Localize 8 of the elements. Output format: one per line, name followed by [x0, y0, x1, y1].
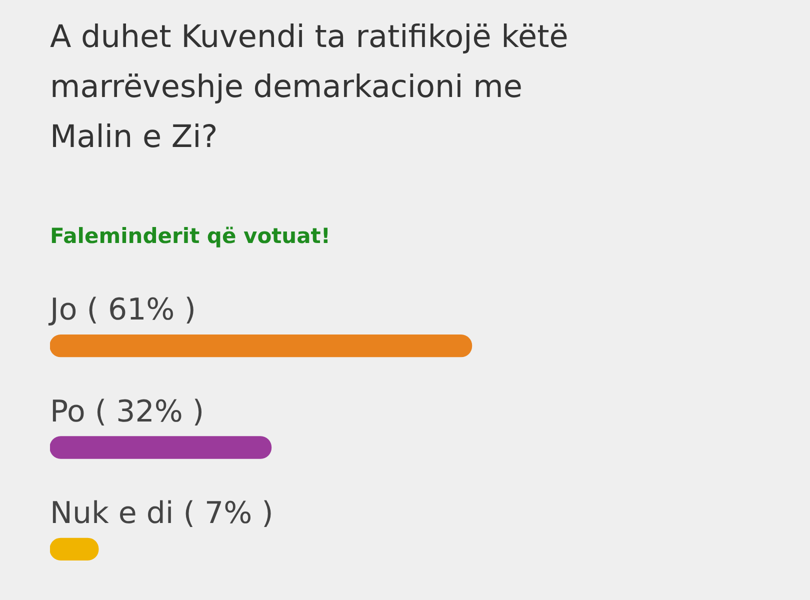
y-tick-label: Po — [50, 394, 95, 430]
y-tick-label: Jo — [48, 292, 87, 328]
chart-title: A duhet Kuvendi ta ratifikojë këtë marrëveshje demarkacioni me Malin e Zi? — [50, 18, 570, 157]
data-label: ( 32% ) — [94, 394, 204, 430]
data-label: ( 7% ) — [183, 496, 274, 531]
y-tick-label: Nuk e di — [50, 496, 184, 531]
chart-subtitle: Faleminderit që votuat! — [50, 224, 330, 248]
data-label: ( 61% ) — [86, 292, 196, 328]
